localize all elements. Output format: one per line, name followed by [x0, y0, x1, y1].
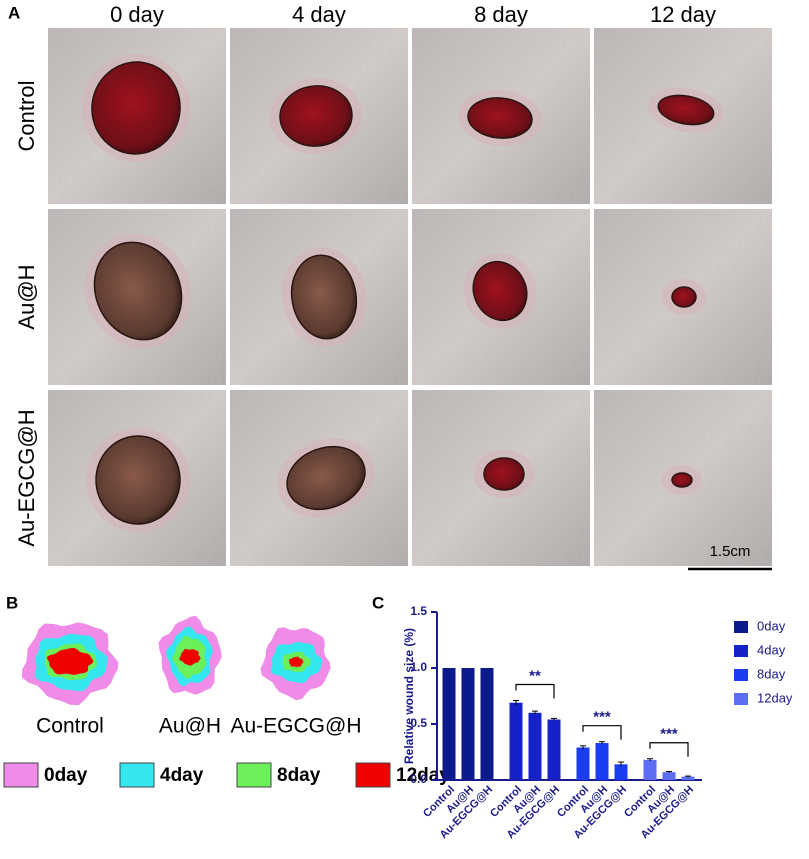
bar — [442, 668, 456, 780]
legend-label: 0day — [757, 618, 786, 633]
row-header: Au@H — [14, 264, 39, 329]
wound-photo — [230, 390, 408, 566]
wound — [671, 286, 697, 308]
group-label: Au@H — [159, 715, 221, 738]
error-bar — [647, 758, 653, 761]
wound-photo — [412, 28, 590, 204]
y-tick-label: 0.5 — [410, 716, 427, 730]
error-bar — [618, 761, 624, 767]
wound — [671, 472, 693, 488]
legend-swatch — [3, 762, 39, 788]
wound-trace — [179, 649, 201, 666]
row-header: Control — [14, 81, 39, 152]
panel-label: C — [372, 593, 384, 612]
error-bar — [580, 745, 586, 750]
legend-swatch — [734, 645, 748, 657]
wound — [93, 241, 183, 341]
column-header: 4 day — [292, 2, 346, 27]
y-tick-label: 1.0 — [410, 660, 427, 674]
wound — [286, 445, 366, 511]
y-tick-label: 1.5 — [410, 604, 427, 618]
wound-photo — [48, 390, 226, 566]
wound — [657, 94, 715, 126]
bar — [576, 747, 590, 780]
legend-label: 8day — [757, 666, 786, 681]
bar — [595, 743, 609, 780]
wound — [95, 435, 181, 525]
panel-a: A 0 day 4 day 8 day 12 day Control Au@H Au-EGC… — [8, 2, 772, 571]
scale-bar-label: 1.5cm — [710, 543, 751, 560]
legend-label: 4day — [757, 642, 786, 657]
wound-photo — [412, 209, 590, 385]
wound-photo — [594, 390, 772, 566]
group-label: Control — [36, 715, 104, 738]
bar — [681, 776, 695, 780]
legend-label: 0day — [44, 765, 88, 786]
bar — [509, 702, 523, 780]
error-bar — [532, 710, 538, 715]
wound — [290, 254, 358, 340]
legend-swatch — [236, 762, 272, 788]
wound — [91, 61, 181, 155]
legend-swatch — [734, 669, 748, 681]
legend-swatch — [734, 621, 748, 633]
column-header: 12 day — [650, 2, 716, 27]
legend-swatch — [734, 693, 748, 705]
wound-photo — [230, 28, 408, 204]
wound-trace — [46, 647, 94, 675]
bar — [528, 712, 542, 780]
legend-swatch — [355, 762, 391, 788]
wound-photo — [230, 209, 408, 385]
significance-bracket — [582, 725, 622, 740]
significance-label: ** — [529, 667, 541, 684]
column-header: 0 day — [110, 2, 164, 27]
y-tick-label: 0.0 — [410, 772, 427, 786]
wound-photo — [412, 390, 590, 566]
bar — [480, 668, 494, 780]
significance-label: *** — [660, 726, 678, 743]
error-bar — [551, 717, 557, 721]
wound-trace — [288, 656, 304, 667]
wound — [483, 457, 525, 491]
error-bar — [513, 699, 519, 705]
bar — [643, 759, 657, 780]
wound-photo — [594, 209, 772, 385]
legend-swatch — [119, 762, 155, 788]
legend-label: 8day — [277, 765, 321, 786]
error-bar — [685, 775, 691, 778]
significance-label: *** — [593, 709, 611, 726]
bar — [547, 719, 561, 780]
error-bar — [599, 741, 605, 745]
legend-label: 12day — [757, 690, 793, 705]
wound-photo — [594, 28, 772, 204]
legend-label: 4day — [160, 765, 204, 786]
group-label: Au-EGCG@H — [230, 715, 361, 738]
panel-label: B — [6, 593, 18, 612]
y-axis-label: Relative wound size (%) — [402, 628, 416, 764]
column-header: 8 day — [474, 2, 528, 27]
significance-bracket — [649, 742, 689, 757]
wound — [279, 85, 353, 147]
wound-photo — [48, 209, 226, 385]
wound-photo — [48, 28, 226, 204]
error-bar — [666, 770, 672, 773]
wound — [472, 260, 528, 322]
bar — [461, 668, 475, 780]
wound — [467, 97, 533, 139]
bar — [614, 764, 628, 780]
row-header: Au-EGCG@H — [14, 409, 39, 546]
bar — [662, 772, 676, 780]
panel-label: A — [8, 3, 20, 22]
significance-bracket — [515, 683, 555, 699]
